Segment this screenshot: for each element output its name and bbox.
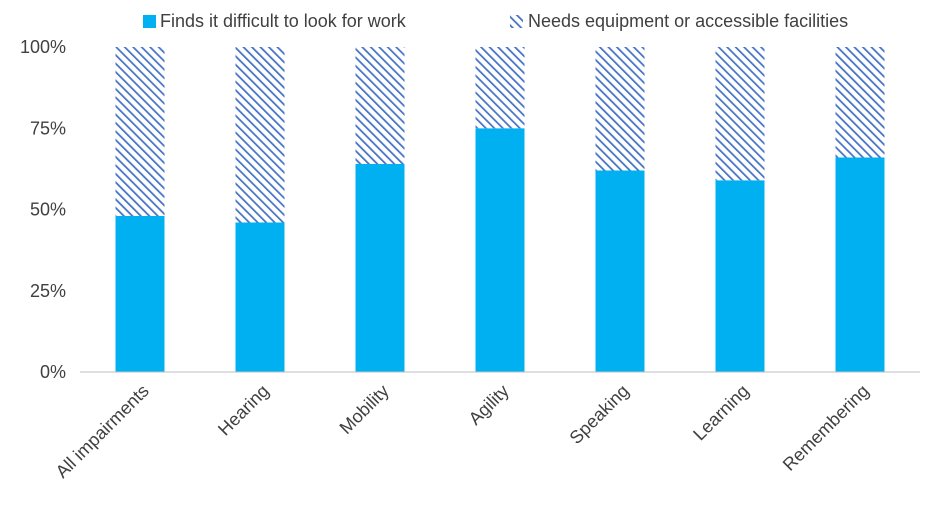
x-axis: All impairments Hearing Mobility Agility Spe… (52, 381, 873, 482)
legend-swatch-series-1 (143, 15, 156, 28)
x-category-label: Hearing (214, 381, 273, 440)
bar-difficult-to-look-for-work-learning (715, 180, 765, 372)
bar-difficult-to-look-for-work-remembering (835, 157, 885, 372)
bar-needs-equipment-hearing (235, 47, 285, 223)
bar-difficult-to-look-for-work-speaking (595, 170, 645, 372)
bar-difficult-to-look-for-work-all-impairments (115, 216, 165, 372)
legend-label-series-2: Needs equipment or accessible facilities (528, 11, 848, 31)
bar-needs-equipment-mobility (355, 47, 405, 164)
y-tick-label: 25% (30, 281, 66, 301)
bar-difficult-to-look-for-work-hearing (235, 222, 285, 372)
bar-needs-equipment-all-impairments (115, 47, 165, 216)
y-tick-label: 0% (40, 362, 66, 382)
bar-series (115, 47, 885, 372)
x-category-label: Speaking (566, 381, 633, 448)
x-category-label: All impairments (52, 381, 153, 482)
x-category-label: Mobility (336, 381, 393, 438)
bar-difficult-to-look-for-work-mobility (355, 164, 405, 372)
x-category-label: Remembering (779, 381, 873, 475)
bar-needs-equipment-speaking (595, 47, 645, 171)
legend-label-series-1: Finds it difficult to look for work (160, 11, 407, 31)
legend-swatch-series-2 (510, 15, 523, 28)
bar-difficult-to-look-for-work-agility (475, 128, 525, 372)
legend: Finds it difficult to look for work Need… (143, 11, 848, 31)
y-axis: 0% 25% 50% 75% 100% (20, 37, 66, 382)
bar-needs-equipment-remembering (835, 47, 885, 158)
bar-needs-equipment-agility (475, 47, 525, 129)
x-category-label: Learning (689, 381, 753, 445)
y-tick-label: 75% (30, 118, 66, 138)
bar-needs-equipment-learning (715, 47, 765, 181)
x-category-label: Agility (465, 381, 513, 429)
y-tick-label: 50% (30, 200, 66, 220)
y-tick-label: 100% (20, 37, 66, 57)
